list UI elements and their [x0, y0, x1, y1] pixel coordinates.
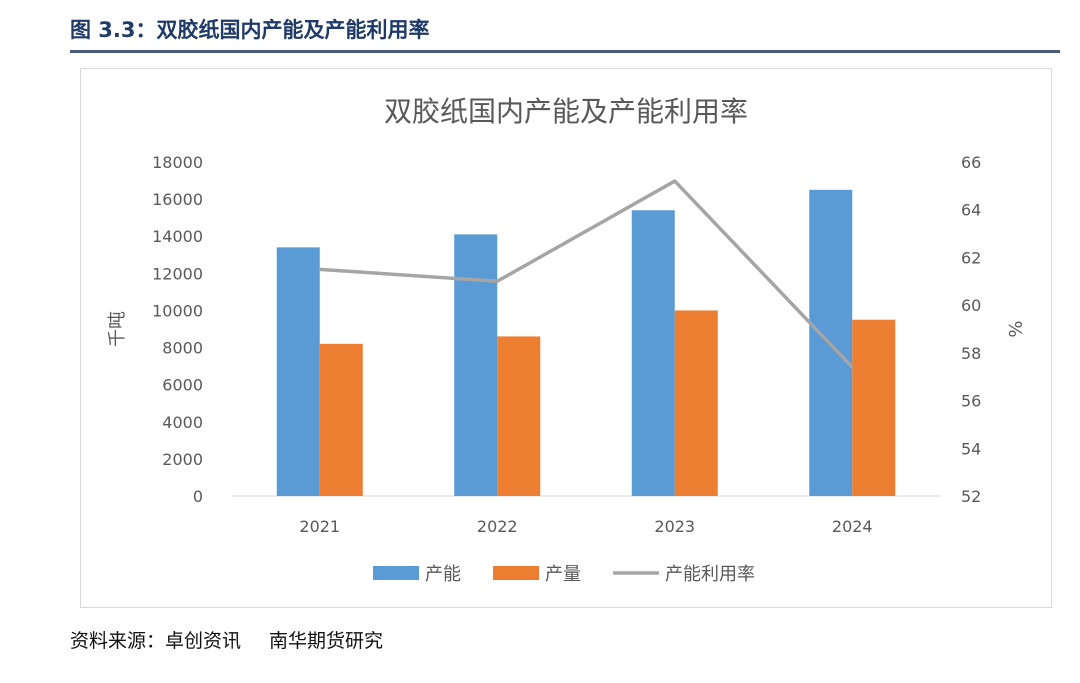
legend-output-label: 产量	[545, 564, 581, 585]
y-tick-label: 12000	[152, 264, 203, 283]
bar-capacity	[454, 234, 497, 496]
legend-utilization-label: 产能利用率	[665, 564, 755, 585]
y-tick-label: 0	[193, 487, 203, 506]
bar-output	[675, 310, 718, 496]
y2-tick-label: 60	[961, 296, 981, 315]
y2-tick-label: 56	[961, 392, 981, 411]
y2-axis-label: %	[1004, 320, 1025, 337]
y-tick-label: 4000	[162, 413, 203, 432]
y-tick-label: 6000	[162, 376, 203, 395]
legend-capacity-label: 产能	[425, 564, 461, 585]
bar-capacity	[277, 247, 320, 496]
x-tick-label: 2022	[477, 517, 518, 536]
chart-frame: 双胶纸国内产能及产能利用率 0 2000 4000 6000 8000 10000 12000…	[80, 68, 1052, 608]
source-org: 南华期货研究	[269, 630, 383, 652]
legend-capacity-swatch	[373, 566, 419, 580]
figure-header: 图 3.3：双胶纸国内产能及产能利用率	[70, 14, 1060, 53]
bar-output	[852, 320, 895, 496]
y-tick-label: 10000	[152, 301, 203, 320]
x-tick-label: 2023	[654, 517, 695, 536]
y-tick-label: 8000	[162, 339, 203, 358]
bar-capacity	[632, 210, 675, 496]
y2-tick-label: 66	[961, 153, 981, 172]
y2-tick-label: 64	[961, 201, 981, 220]
x-tick-label: 2024	[832, 517, 873, 536]
bar-output	[320, 344, 363, 496]
y2-tick-label: 62	[961, 248, 981, 267]
header-divider	[70, 50, 1060, 53]
x-tick-label: 2021	[299, 517, 340, 536]
figure-title: 图 3.3：双胶纸国内产能及产能利用率	[70, 14, 1060, 50]
y-tick-label: 16000	[152, 190, 203, 209]
legend-output-swatch	[493, 566, 539, 580]
y2-tick-label: 58	[961, 344, 981, 363]
utilization-line	[320, 181, 853, 367]
chart-title: 双胶纸国内产能及产能利用率	[384, 95, 748, 128]
bar-output	[497, 336, 540, 496]
source-label: 资料来源：卓创资讯	[70, 630, 241, 652]
source-note: 资料来源：卓创资讯 南华期货研究	[70, 626, 411, 653]
y2-tick-label: 52	[961, 487, 981, 506]
y-tick-label: 18000	[152, 153, 203, 172]
y2-tick-label: 54	[961, 439, 981, 458]
combo-chart: 双胶纸国内产能及产能利用率 0 2000 4000 6000 8000 10000 12000…	[81, 69, 1051, 607]
y-tick-label: 2000	[162, 450, 203, 469]
y-axis-label: 千吨	[107, 311, 128, 347]
y-tick-label: 14000	[152, 227, 203, 246]
